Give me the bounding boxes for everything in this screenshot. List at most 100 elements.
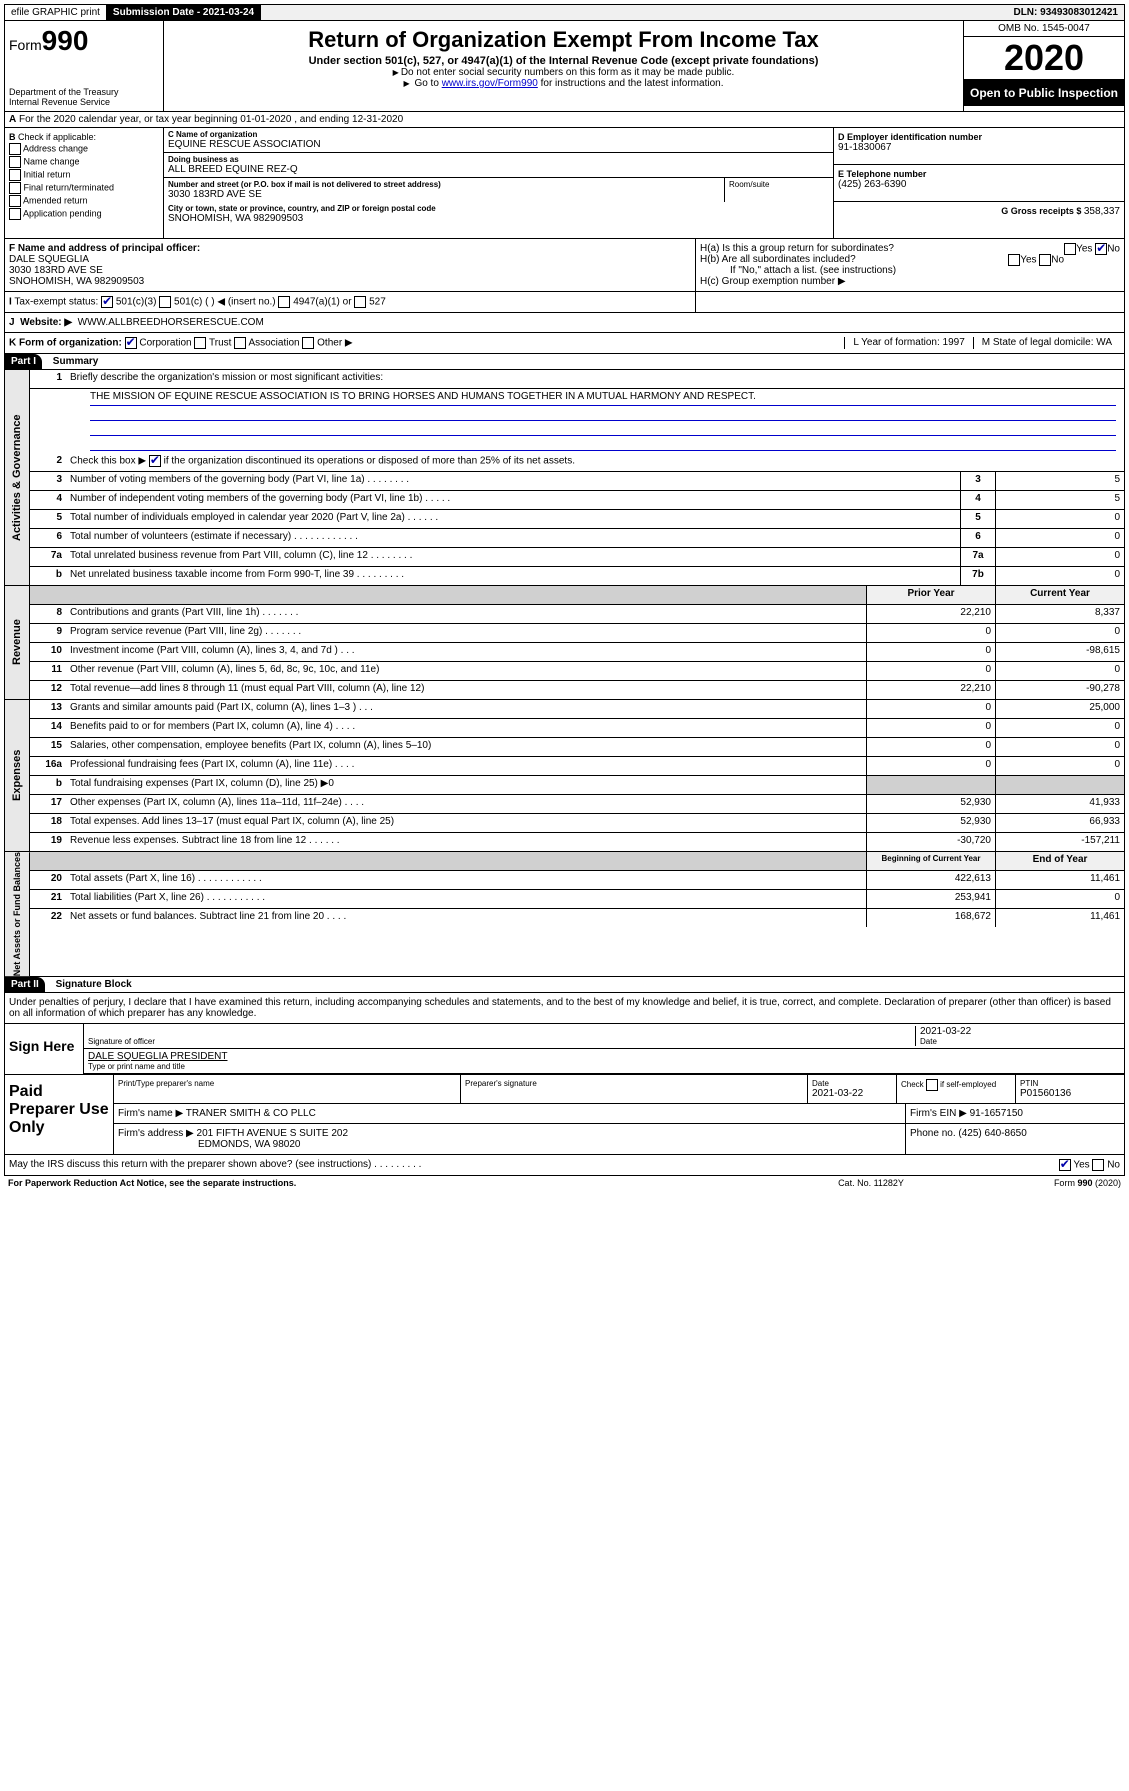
state-domicile: M State of legal domicile: WA <box>973 337 1120 349</box>
firm-label: Firm's name ▶ <box>118 1108 183 1119</box>
side-revenue: Revenue <box>5 586 30 699</box>
check-other[interactable] <box>302 337 314 349</box>
part1-title: Summary <box>45 356 99 367</box>
omb-number: OMB No. 1545-0047 <box>964 21 1124 37</box>
gross-receipts: 358,337 <box>1084 206 1120 217</box>
ptin: P01560136 <box>1020 1088 1120 1099</box>
table-row: 7aTotal unrelated business revenue from … <box>30 548 1124 567</box>
part2-header: Part II Signature Block <box>4 977 1125 993</box>
check-app-pending[interactable]: Application pending <box>9 208 159 220</box>
table-row: 4Number of independent voting members of… <box>30 491 1124 510</box>
table-row: bTotal fundraising expenses (Part IX, co… <box>30 776 1124 795</box>
firm-addr2: EDMONDS, WA 98020 <box>118 1139 300 1150</box>
k-label: K Form of organization: <box>9 338 122 349</box>
ptin-label: PTIN <box>1020 1079 1120 1088</box>
section-c: C Name of organization EQUINE RESCUE ASS… <box>164 128 834 238</box>
part1-header: Part I Summary <box>4 354 1125 370</box>
form-number: Form990 <box>9 25 159 57</box>
open-public-badge: Open to Public Inspection <box>964 80 1124 106</box>
ssn-note: Do not enter social security numbers on … <box>168 67 959 78</box>
room-label: Room/suite <box>725 178 833 202</box>
paid-preparer-block: Paid Preparer Use Only Print/Type prepar… <box>4 1075 1125 1155</box>
goto-note: Go to www.irs.gov/Form990 for instructio… <box>168 78 959 89</box>
table-row: 14Benefits paid to or for members (Part … <box>30 719 1124 738</box>
check-discontinued[interactable] <box>149 455 161 467</box>
table-row: 16aProfessional fundraising fees (Part I… <box>30 757 1124 776</box>
firm-phone: (425) 640-8650 <box>958 1128 1026 1139</box>
irs-link[interactable]: www.irs.gov/Form990 <box>442 78 538 89</box>
discuss-row: May the IRS discuss this return with the… <box>4 1155 1125 1176</box>
cat-no: Cat. No. 11282Y <box>771 1178 971 1188</box>
table-row: 18Total expenses. Add lines 13–17 (must … <box>30 814 1124 833</box>
submission-date-button[interactable]: Submission Date - 2021-03-24 <box>107 5 261 20</box>
form-title: Return of Organization Exempt From Incom… <box>168 27 959 53</box>
prep-sig-label: Preparer's signature <box>465 1079 803 1088</box>
firm-ein: 91-1657150 <box>970 1108 1023 1119</box>
firm-addr: 201 FIFTH AVENUE S SUITE 202 <box>197 1128 349 1139</box>
goto-pre: Go to <box>414 78 441 89</box>
city: SNOHOMISH, WA 982909503 <box>168 213 829 224</box>
discuss-yes[interactable] <box>1059 1159 1071 1171</box>
tax-year: 2020 <box>964 37 1124 80</box>
h-b: H(b) Are all subordinates included? Yes … <box>700 254 1120 265</box>
summary-netassets: Net Assets or Fund Balances Beginning of… <box>4 852 1125 977</box>
check-initial-return[interactable]: Initial return <box>9 169 159 181</box>
section-b: B Check if applicable: Address change Na… <box>5 128 164 238</box>
mission-val: THE MISSION OF EQUINE RESCUE ASSOCIATION… <box>90 391 1116 406</box>
table-row: 9Program service revenue (Part VIII, lin… <box>30 624 1124 643</box>
col-current: Current Year <box>995 586 1124 604</box>
table-row: 19Revenue less expenses. Subtract line 1… <box>30 833 1124 851</box>
section-defg: D Employer identification number 91-1830… <box>834 128 1124 238</box>
org-name: EQUINE RESCUE ASSOCIATION <box>168 139 829 150</box>
year-formation: L Year of formation: 1997 <box>844 337 972 349</box>
b-label: Check if applicable: <box>18 132 96 142</box>
table-row: 17Other expenses (Part IX, column (A), l… <box>30 795 1124 814</box>
firm-phone-label: Phone no. <box>910 1128 956 1139</box>
website: WWW.ALLBREEDHORSERESCUE.COM <box>78 317 264 328</box>
check-name-change[interactable]: Name change <box>9 156 159 168</box>
discuss-q: May the IRS discuss this return with the… <box>9 1159 1059 1171</box>
officer-addr2: SNOHOMISH, WA 982909503 <box>9 276 691 287</box>
table-row: 15Salaries, other compensation, employee… <box>30 738 1124 757</box>
phone: (425) 263-6390 <box>838 179 1120 190</box>
check-501c[interactable] <box>159 296 171 308</box>
h-note: If "No," attach a list. (see instruction… <box>700 265 1120 276</box>
table-row: 11Other revenue (Part VIII, column (A), … <box>30 662 1124 681</box>
sig-date: 2021-03-22 <box>920 1026 1120 1037</box>
check-address-change[interactable]: Address change <box>9 143 159 155</box>
sign-here-label: Sign Here <box>5 1024 84 1074</box>
efile-label[interactable]: efile GRAPHIC print <box>5 5 107 20</box>
check-4947[interactable] <box>278 296 290 308</box>
officer-printed: DALE SQUEGLIA PRESIDENT <box>88 1051 1120 1062</box>
ein: 91-1830067 <box>838 142 1120 153</box>
goto-post: for instructions and the latest informat… <box>538 78 724 89</box>
table-row: 13Grants and similar amounts paid (Part … <box>30 700 1124 719</box>
check-trust[interactable] <box>194 337 206 349</box>
table-row: 20Total assets (Part X, line 16) . . . .… <box>30 871 1124 890</box>
side-net: Net Assets or Fund Balances <box>5 852 30 976</box>
firm-addr-label: Firm's address ▶ <box>118 1128 194 1139</box>
prep-name-label: Print/Type preparer's name <box>118 1079 456 1088</box>
phone-label: E Telephone number <box>838 169 1120 179</box>
check-assoc[interactable] <box>234 337 246 349</box>
paid-label: Paid Preparer Use Only <box>5 1075 114 1154</box>
side-expenses: Expenses <box>5 700 30 851</box>
sig-label: Signature of officer <box>88 1037 915 1046</box>
h-c: H(c) Group exemption number ▶ <box>700 276 1120 287</box>
row-f-h: F Name and address of principal officer:… <box>4 239 1125 292</box>
check-corp[interactable] <box>125 337 137 349</box>
form-header: Form990 Department of the Treasury Inter… <box>4 21 1125 112</box>
discuss-no[interactable] <box>1092 1159 1104 1171</box>
col-prior: Prior Year <box>866 586 995 604</box>
check-amended[interactable]: Amended return <box>9 195 159 207</box>
table-row: 5Total number of individuals employed in… <box>30 510 1124 529</box>
city-label: City or town, state or province, country… <box>168 204 829 213</box>
check-527[interactable] <box>354 296 366 308</box>
check-501c3[interactable] <box>101 296 113 308</box>
officer-name: DALE SQUEGLIA <box>9 254 691 265</box>
org-name-label: C Name of organization <box>168 130 829 139</box>
paperwork-notice: For Paperwork Reduction Act Notice, see … <box>8 1178 771 1188</box>
check-final-return[interactable]: Final return/terminated <box>9 182 159 194</box>
top-bar: efile GRAPHIC print Submission Date - 20… <box>4 4 1125 21</box>
dba-label: Doing business as <box>168 155 829 164</box>
